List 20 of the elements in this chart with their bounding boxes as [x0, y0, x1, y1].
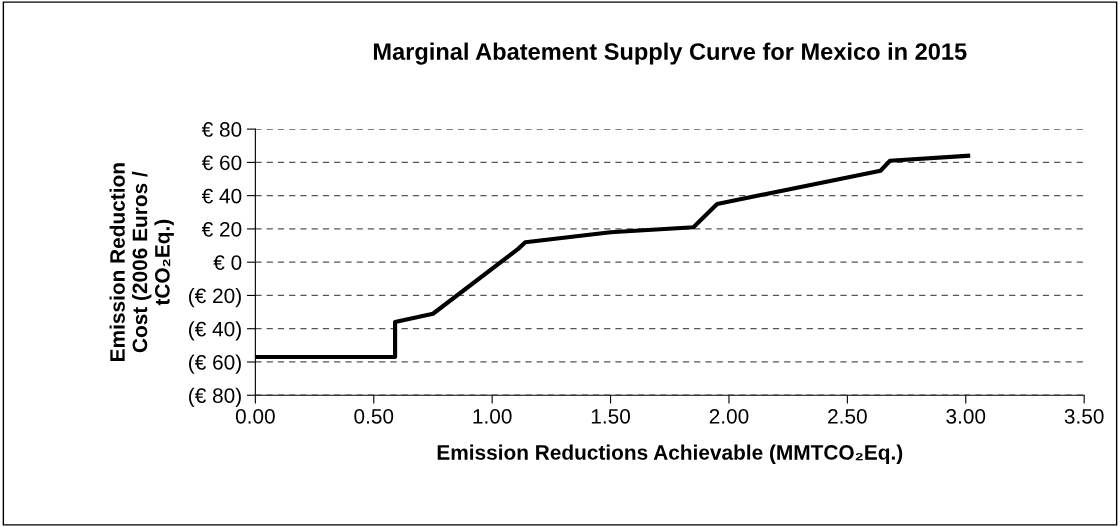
y-tick-label: (€ 20)	[189, 287, 241, 308]
x-axis-title: Emission Reductions Achievable (MMTCO₂Eq.)	[437, 444, 903, 464]
y-tick-label: € 40	[201, 188, 242, 204]
chart-title: Marginal Abatement Supply Curve for Mexico in 2015	[373, 42, 967, 65]
x-tick-label: 3.50	[1064, 408, 1104, 424]
y-tick-label: € 20	[201, 221, 242, 237]
y-tick-label: (€ 60)	[189, 354, 241, 374]
x-tick-label: 1.00	[473, 408, 512, 424]
y-tick-label: (€ 40)	[189, 321, 241, 341]
x-tick-label: 2.50	[828, 408, 867, 424]
y-tick-label: (€ 80)	[189, 387, 241, 408]
x-tick-label: 0.50	[354, 408, 394, 424]
x-tick-label: 2.00	[709, 408, 749, 424]
x-tick-label: 1.50	[591, 408, 631, 424]
y-tick-label: € 0	[213, 255, 242, 270]
x-tick-label: 0.00	[235, 408, 275, 424]
x-tick-label: 3.00	[946, 408, 986, 424]
y-tick-label: € 80	[201, 122, 242, 137]
y-axis-title: Emission Reduction Cost (2006 Euros / tCO₂Eq.)	[109, 163, 174, 361]
y-tick-label: € 60	[201, 155, 242, 171]
